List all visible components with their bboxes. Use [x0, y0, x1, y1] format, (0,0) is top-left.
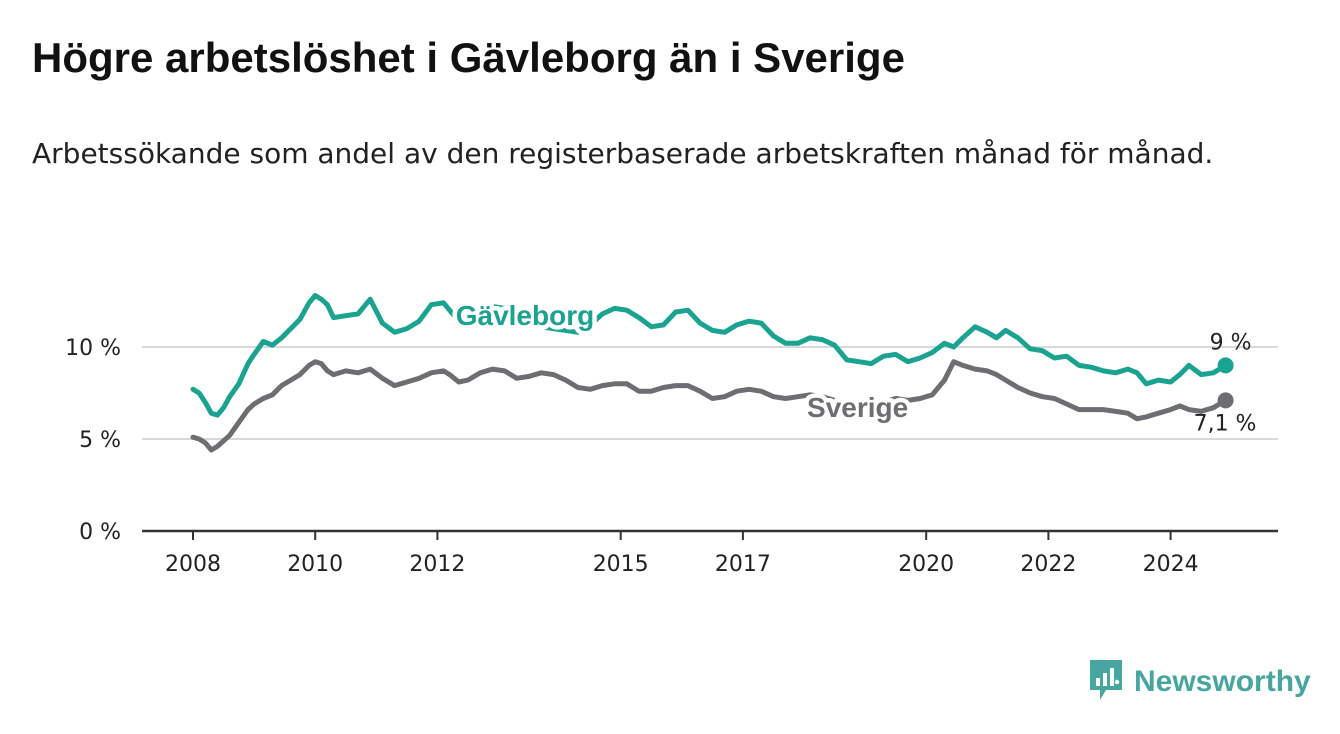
x-tick-label: 2017 — [715, 552, 771, 577]
y-tick-label: 5 % — [79, 428, 121, 453]
x-tick-label: 2015 — [593, 552, 649, 577]
end-point-marker — [1217, 392, 1234, 409]
x-tick-label: 2010 — [287, 552, 343, 577]
brand-name: Newsworthy — [1134, 665, 1311, 698]
y-tick-label: 0 % — [79, 520, 121, 545]
line-chart: 9 % 7,1 % Gävleborg Sverige 0 % 5 % 10 % 2008 2… — [65, 293, 1278, 577]
series-labels: 9 % 7,1 % Gävleborg Sverige — [451, 295, 1257, 436]
series-label: Gävleborg — [456, 300, 594, 331]
series-line-sverige — [190, 359, 1229, 453]
newsworthy-logo-icon — [1088, 658, 1124, 706]
chart-subtitle: Arbetssökande som andel av den registerb… — [32, 137, 1214, 170]
y-tick-label: 10 % — [65, 336, 121, 361]
grid-lines — [142, 346, 1278, 440]
brand-logo: Newsworthy — [1088, 660, 1311, 704]
chart-title: Högre arbetslöshet i Gävleborg än i Sver… — [32, 34, 905, 81]
x-tick-label: 2024 — [1143, 552, 1199, 577]
series-label: Sverige — [807, 392, 908, 423]
series-line-gavleborg — [190, 293, 1229, 418]
end-value-label: 9 % — [1210, 330, 1252, 355]
series-lines — [190, 293, 1234, 453]
x-tick-label: 2012 — [409, 552, 465, 577]
end-value-label: 7,1 % — [1194, 411, 1257, 436]
x-tick-label: 2008 — [165, 552, 221, 577]
axes: 0 % 5 % 10 % 2008 2010 2012 2015 2017 2020 2022 20… — [65, 336, 1278, 577]
end-point-marker — [1217, 357, 1234, 374]
x-tick-label: 2022 — [1020, 552, 1076, 577]
x-tick-label: 2020 — [898, 552, 954, 577]
